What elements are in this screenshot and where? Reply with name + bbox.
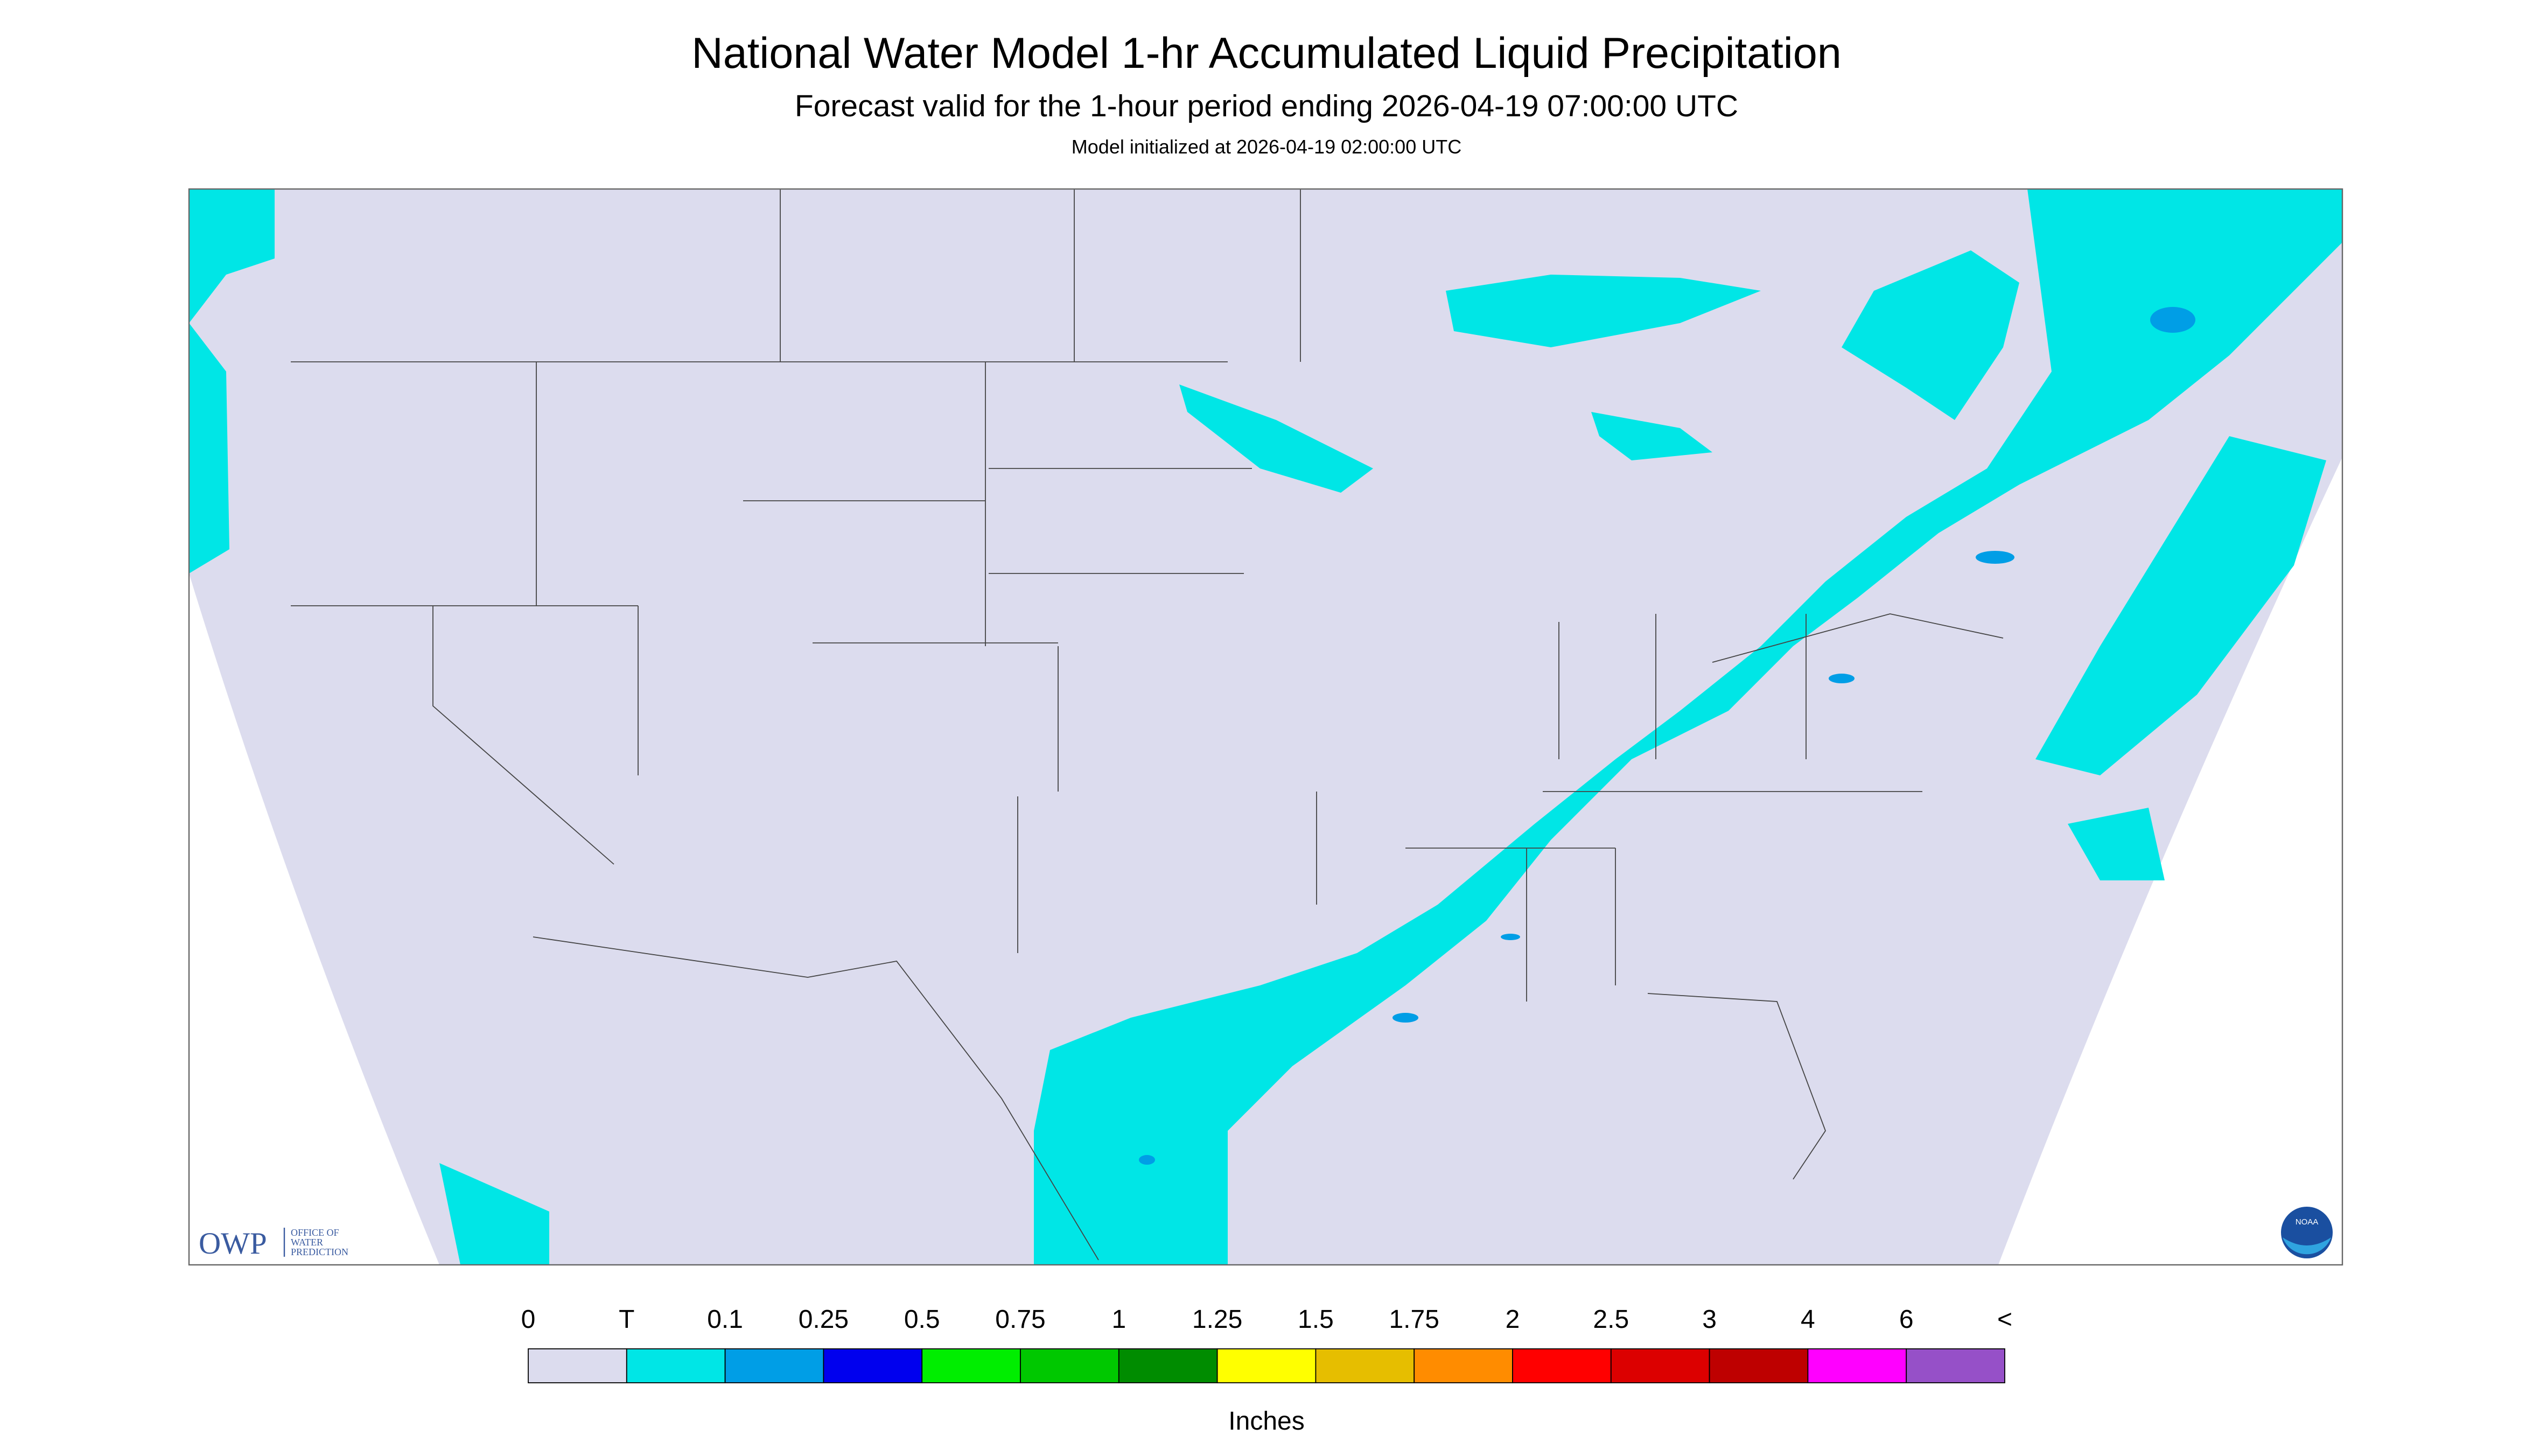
noaa-wave (2283, 1237, 2331, 1255)
legend-label: 1.75 (1389, 1305, 1439, 1334)
logo-line: WATER (291, 1237, 323, 1248)
legend-label: 0.1 (707, 1305, 743, 1334)
legend-swatch (528, 1348, 627, 1383)
noaa-text: NOAA (2296, 1217, 2319, 1227)
logo-line: OFFICE OF (291, 1227, 339, 1238)
legend-label: 0.75 (995, 1305, 1045, 1334)
legend-swatch (921, 1348, 1021, 1383)
rain-wa-coast (189, 323, 229, 574)
legend-swatch (1020, 1348, 1119, 1383)
precip-trace (189, 189, 2342, 1265)
legend-swatch (1315, 1348, 1415, 1383)
init-note: Model initialized at 2026-04-19 02:00:00… (1072, 136, 1461, 158)
rain-minnesota (1179, 384, 1373, 493)
legend-swatch (1216, 1348, 1317, 1383)
legend-label: 1.25 (1192, 1305, 1242, 1334)
legend-label: 3 (1702, 1305, 1717, 1334)
legend-label: 1 (1111, 1305, 1126, 1334)
legend-swatch (1118, 1348, 1218, 1383)
legend-swatch (1807, 1348, 1907, 1383)
rain-lakes (1591, 412, 1712, 461)
legend-label: 0 (521, 1305, 536, 1334)
rain-canada-east (1842, 250, 2019, 421)
legend-swatch (1610, 1348, 1710, 1383)
legend-label: 2 (1506, 1305, 1520, 1334)
legend-label: 6 (1899, 1305, 1914, 1334)
rain-atlantic (2068, 808, 2165, 881)
legend-label: 1.5 (1298, 1305, 1334, 1334)
rain-bc (189, 189, 275, 324)
domain (189, 189, 2342, 1265)
precip-light (1139, 307, 2195, 1165)
legend-swatch (626, 1348, 726, 1383)
legend-label: 0.25 (799, 1305, 849, 1334)
rain-ontario (1446, 275, 1761, 348)
legend-label: 4 (1801, 1305, 1815, 1334)
legend: 0 T 0.1 0.25 0.5 0.75 1 1.25 1.5 1.75 2 2.5 3 4 6 < (521, 1305, 2012, 1383)
rain-baja (439, 1163, 549, 1265)
legend-swatch (724, 1348, 824, 1383)
boundaries (291, 189, 2004, 1261)
legend-unit: Inches (1228, 1407, 1304, 1436)
legend-swatch (1709, 1348, 1809, 1383)
map-frame (188, 188, 2343, 1266)
legend-label: 2.5 (1593, 1305, 1629, 1334)
legend-swatch (1512, 1348, 1612, 1383)
legend-swatch (1414, 1348, 1513, 1383)
map-area: OWP OFFICE OF WATER PREDICTION NOAA (188, 188, 2343, 1266)
rain-band (1034, 189, 2342, 1265)
legend-swatch (1906, 1348, 2005, 1383)
legend-label: 0.5 (904, 1305, 940, 1334)
legend-swatch (823, 1348, 923, 1383)
logo-acronym: OWP (199, 1227, 267, 1261)
rain-coast (2035, 436, 2326, 776)
subtitle: Forecast valid for the 1-hour period end… (795, 89, 1738, 123)
legend-label: T (619, 1305, 634, 1334)
legend-label: < (1997, 1305, 2012, 1334)
title: National Water Model 1-hr Accumulated Li… (691, 29, 1842, 78)
logo-line: PREDICTION (291, 1247, 348, 1257)
